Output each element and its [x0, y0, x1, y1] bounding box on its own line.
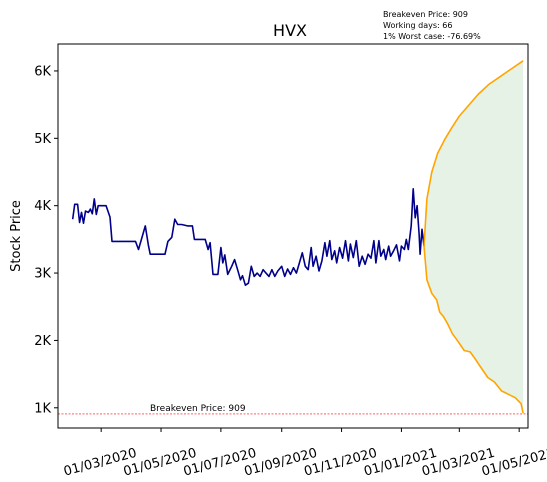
chart-title: HVX	[273, 21, 307, 40]
y-axis-label: Stock Price	[9, 200, 24, 272]
axes-frame	[57, 43, 529, 429]
info-working-days: Working days: 66	[383, 21, 452, 30]
info-worst-case: 1% Worst case: -76.69%	[383, 32, 481, 41]
y-tick-label: 5K	[34, 132, 51, 147]
y-tick-label: 4K	[34, 199, 51, 214]
y-tick-label: 6K	[34, 64, 51, 79]
series-line-forecast-worst	[423, 246, 524, 414]
y-tick-label: 1K	[34, 401, 51, 416]
y-tick-label: 3K	[34, 267, 51, 282]
y-tick-label: 2K	[34, 334, 51, 349]
info-breakeven: Breakeven Price: 909	[383, 10, 468, 19]
breakeven-label: Breakeven Price: 909	[150, 404, 246, 414]
plot-area: Breakeven Price: 909	[58, 60, 528, 415]
series-line-forecast-best	[423, 60, 524, 247]
series-line-history	[71, 188, 425, 287]
